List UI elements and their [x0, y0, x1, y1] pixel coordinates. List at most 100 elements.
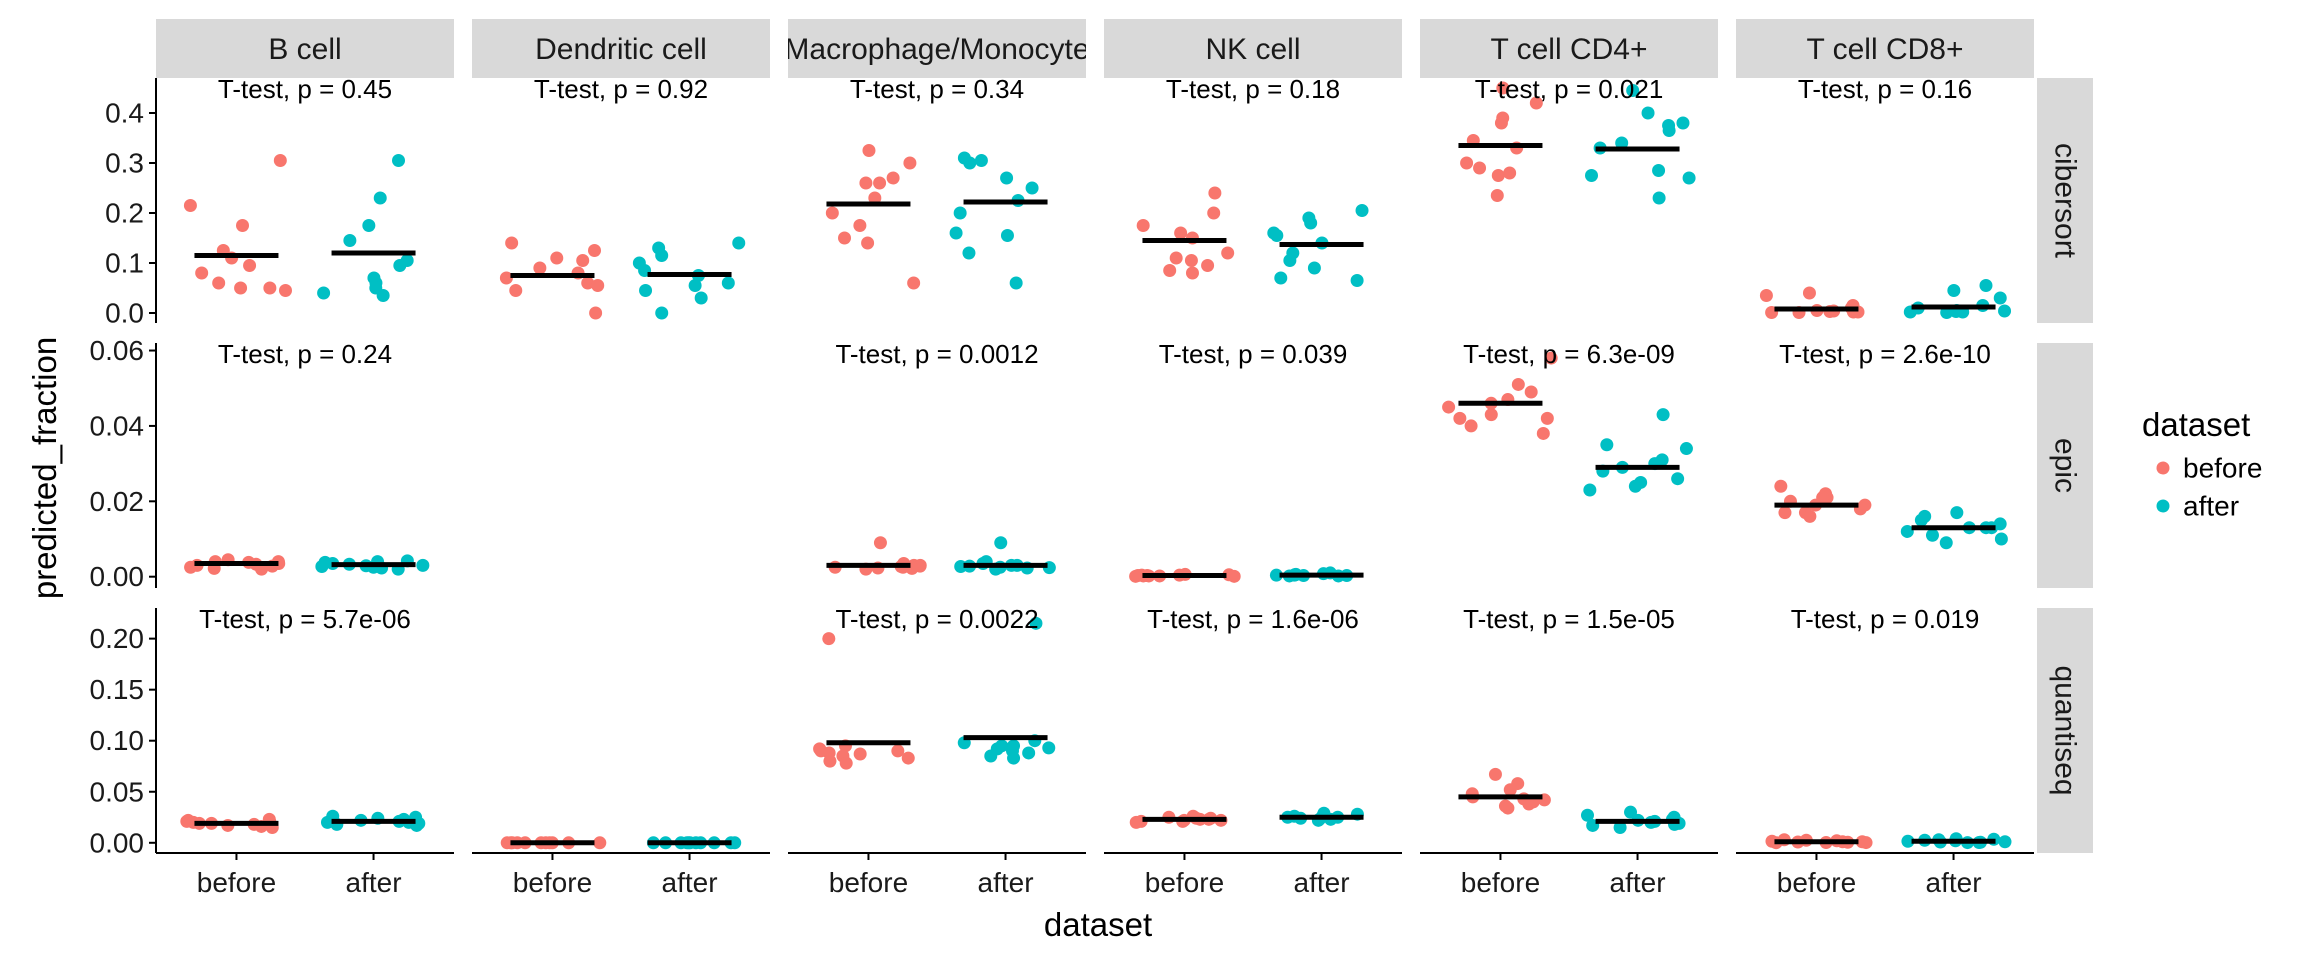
point-before [1442, 400, 1456, 414]
point-before [505, 236, 519, 250]
point-after [1652, 191, 1666, 205]
panel-quantiseq-dendritic-cell [500, 836, 742, 850]
point-after [1600, 438, 1614, 452]
point-before [822, 632, 836, 646]
point-after [1283, 254, 1297, 267]
point-before [589, 306, 603, 320]
x-tick-label: after [978, 867, 1034, 898]
point-after [984, 749, 998, 763]
point-before [1503, 166, 1517, 180]
strip-label: Macrophage/Monocyte [784, 33, 1089, 66]
panel-epic-t-cell-cd8: T-test, p = 2.6e-10 [1774, 339, 2008, 550]
point-after [1682, 171, 1696, 185]
point-before [234, 281, 248, 295]
point-after [1671, 472, 1685, 486]
points [1458, 81, 1696, 205]
y-tick-label: 0.06 [90, 335, 145, 366]
point-after [1355, 204, 1369, 217]
point-after [392, 154, 406, 167]
point-after [1652, 164, 1666, 177]
point-before [1524, 385, 1538, 399]
x-tick-label: after [662, 867, 718, 898]
point-before [1540, 411, 1554, 425]
point-before [825, 206, 839, 220]
x-axis-dendritic-cell: before after [472, 852, 770, 898]
point-after [1998, 835, 2012, 849]
legend-label: before [2183, 453, 2262, 484]
point-after [1583, 483, 1597, 497]
pvalue-label: T-test, p = 0.0022 [835, 604, 1038, 634]
point-before [1163, 264, 1177, 277]
point-after [1925, 528, 1939, 542]
strip-t-cell-cd8: T cell CD8+ [1736, 19, 2034, 78]
y-axis-quantiseq: 0.00 0.05 0.10 0.15 0.20 [90, 608, 157, 858]
point-after [1042, 741, 1056, 755]
point-after [994, 536, 1008, 550]
y-tick-label: 0.10 [90, 725, 145, 756]
point-after [1901, 834, 1915, 848]
x-tick-label: after [1610, 867, 1666, 898]
y-tick-label: 0.00 [90, 561, 145, 592]
point-before [593, 836, 607, 850]
point-after [1580, 808, 1594, 822]
point-after [949, 226, 963, 240]
point-before [576, 254, 590, 267]
x-axes: before after before after before after before a… [156, 852, 2034, 898]
x-tick-label: before [197, 867, 276, 898]
legend-label: after [2183, 491, 2239, 522]
point-before [823, 754, 837, 768]
point-before [1464, 419, 1478, 433]
strip-epic: epic [2037, 343, 2093, 588]
point-before [839, 756, 853, 770]
strip-label: NK cell [1205, 33, 1300, 66]
pvalue-label: T-test, p = 0.019 [1791, 604, 1980, 634]
x-axis-title: dataset [1044, 906, 1152, 943]
point-before [1522, 797, 1536, 811]
point-before [901, 751, 915, 765]
point-after [639, 284, 653, 297]
point-after [416, 558, 430, 572]
panel-cibersort-nk-cell: T-test, p = 0.18 [1136, 74, 1369, 287]
point-after [1679, 442, 1693, 456]
y-axis-epic: 0.00 0.02 0.04 0.06 [90, 335, 157, 592]
points [1458, 767, 1686, 834]
point-before [243, 259, 257, 272]
point-after [1009, 276, 1023, 290]
y-tick-label: 0.2 [105, 198, 144, 229]
point-before [1129, 569, 1143, 583]
points [1774, 479, 2008, 550]
points [184, 553, 430, 576]
point-before [903, 156, 917, 170]
point-after [317, 286, 331, 300]
point-before [862, 144, 876, 157]
point-after [1307, 261, 1321, 275]
x-tick-label: after [1926, 867, 1982, 898]
point-after [1585, 169, 1599, 182]
strip-background [156, 19, 454, 78]
point-after [1947, 284, 1961, 297]
point-before [1169, 251, 1183, 265]
point-before [1511, 377, 1525, 391]
point-after [1994, 532, 2008, 546]
point-after [953, 206, 967, 220]
panel-cibersort-b-cell: T-test, p = 0.45 [183, 74, 416, 302]
point-before [1488, 767, 1502, 781]
point-before [1802, 286, 1816, 300]
point-before [509, 284, 523, 297]
point-after [1950, 506, 1964, 520]
point-before [1494, 116, 1508, 130]
panel-cibersort-t-cell-cd8: T-test, p = 0.16 [1759, 74, 2012, 319]
points [499, 236, 746, 320]
pvalue-label: T-test, p = 0.039 [1159, 339, 1348, 369]
point-after [1641, 106, 1655, 120]
point-after [655, 249, 669, 262]
point-after [1025, 181, 1039, 195]
point-before [873, 536, 887, 550]
point-after [732, 236, 746, 250]
panel-cibersort-t-cell-cd4: T-test, p = 0.021 [1458, 74, 1696, 205]
x-tick-label: after [346, 867, 402, 898]
point-before [1859, 836, 1873, 850]
point-before [1185, 266, 1199, 280]
point-before [873, 176, 887, 190]
x-tick-label: before [513, 867, 592, 898]
